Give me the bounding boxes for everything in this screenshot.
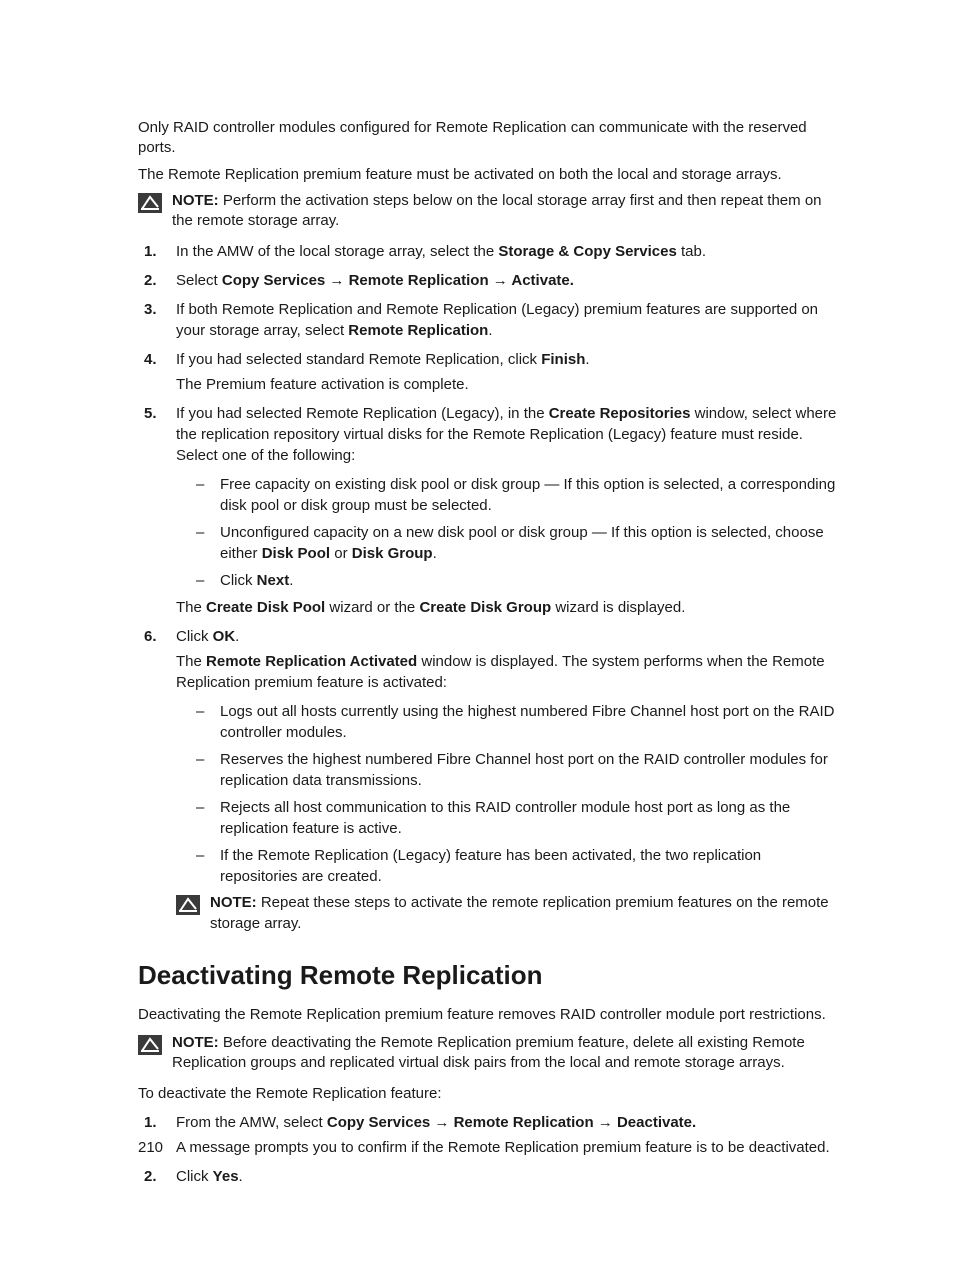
step-item: If you had selected Remote Replication (…	[138, 403, 842, 618]
note-body: Before deactivating the Remote Replicati…	[172, 1034, 805, 1071]
text: The	[176, 599, 206, 616]
page-number: 210	[138, 1139, 163, 1156]
bullet-item: Free capacity on existing disk pool or d…	[196, 474, 842, 516]
step-subtext: The Premium feature activation is comple…	[176, 374, 842, 395]
step-text: If both Remote Replication and Remote Re…	[176, 301, 818, 339]
intro-block: Only RAID controller modules configured …	[138, 118, 842, 185]
step-text: Select	[176, 272, 222, 289]
bold-term: Create Repositories	[549, 405, 691, 422]
sub-bullets: Logs out all hosts currently using the h…	[196, 701, 842, 887]
note-block: NOTE: Perform the activation steps below…	[138, 191, 842, 232]
note-body: Perform the activation steps below on th…	[172, 192, 822, 229]
bullet-item: Click Next.	[196, 570, 842, 591]
note-text: NOTE: Perform the activation steps below…	[172, 191, 842, 232]
bold-term: Finish	[541, 351, 585, 368]
bullet-item: Logs out all hosts currently using the h…	[196, 701, 842, 743]
bold-term: Copy Services → Remote Replication → Act…	[222, 272, 574, 289]
note-icon	[138, 1035, 162, 1059]
step-text: tab.	[677, 243, 706, 260]
step-item: If you had selected standard Remote Repl…	[138, 349, 842, 395]
text: wizard is displayed.	[551, 599, 685, 616]
step-subtext: The Remote Replication Activated window …	[176, 651, 842, 693]
step-subtext: The Create Disk Pool wizard or the Creat…	[176, 597, 842, 618]
step-text: If you had selected standard Remote Repl…	[176, 351, 541, 368]
bullet-text: Click	[220, 572, 257, 589]
section-paragraph: To deactivate the Remote Replication fea…	[138, 1084, 842, 1104]
section-paragraph: Deactivating the Remote Replication prem…	[138, 1005, 842, 1025]
step-text: .	[235, 628, 239, 645]
bold-term: Copy Services → Remote Replication → Dea…	[327, 1114, 696, 1131]
sub-bullets: Free capacity on existing disk pool or d…	[196, 474, 842, 591]
step-item: In the AMW of the local storage array, s…	[138, 241, 842, 262]
note-text: NOTE: Before deactivating the Remote Rep…	[172, 1033, 842, 1074]
note-icon	[176, 895, 200, 921]
text: The	[176, 653, 206, 670]
bold-term: Storage & Copy Services	[498, 243, 676, 260]
bold-term: Remote Replication Activated	[206, 653, 417, 670]
deactivation-steps: From the AMW, select Copy Services → Rem…	[138, 1112, 842, 1187]
bold-term: Create Disk Group	[419, 599, 551, 616]
note-label: NOTE:	[172, 1034, 219, 1051]
text: wizard or the	[325, 599, 419, 616]
step-text: .	[239, 1168, 243, 1185]
activation-steps: In the AMW of the local storage array, s…	[138, 241, 842, 934]
step-item: If both Remote Replication and Remote Re…	[138, 299, 842, 341]
bullet-item: If the Remote Replication (Legacy) featu…	[196, 845, 842, 887]
note-text: NOTE: Repeat these steps to activate the…	[210, 893, 842, 934]
document-page: Only RAID controller modules configured …	[0, 0, 954, 1268]
bullet-item: Reserves the highest numbered Fibre Chan…	[196, 749, 842, 791]
step-text: .	[585, 351, 589, 368]
step-text: If you had selected Remote Replication (…	[176, 405, 549, 422]
bullet-text: .	[289, 572, 293, 589]
step-text: .	[488, 322, 492, 339]
bold-term: Disk Group	[352, 545, 433, 562]
intro-paragraph: Only RAID controller modules configured …	[138, 118, 842, 159]
bold-term: Create Disk Pool	[206, 599, 325, 616]
section-heading: Deactivating Remote Replication	[138, 960, 842, 991]
note-icon	[138, 193, 162, 217]
bold-term: Yes	[213, 1168, 239, 1185]
step-item: Click Yes.	[138, 1166, 842, 1187]
bold-term: Remote Replication	[348, 322, 488, 339]
note-body: Repeat these steps to activate the remot…	[210, 894, 829, 931]
bullet-item: Rejects all host communication to this R…	[196, 797, 842, 839]
step-text: Click	[176, 1168, 213, 1185]
step-item: Select Copy Services → Remote Replicatio…	[138, 270, 842, 291]
bold-term: OK	[213, 628, 236, 645]
note-label: NOTE:	[172, 192, 219, 209]
bullet-text: .	[433, 545, 437, 562]
step-subtext: A message prompts you to confirm if the …	[176, 1137, 842, 1158]
intro-paragraph: The Remote Replication premium feature m…	[138, 165, 842, 185]
bold-term: Next	[257, 572, 290, 589]
note-label: NOTE:	[210, 894, 257, 911]
step-text: From the AMW, select	[176, 1114, 327, 1131]
step-text: Click	[176, 628, 213, 645]
note-block: NOTE: Repeat these steps to activate the…	[176, 893, 842, 934]
step-item: From the AMW, select Copy Services → Rem…	[138, 1112, 842, 1158]
bold-term: Disk Pool	[262, 545, 330, 562]
bullet-item: Unconfigured capacity on a new disk pool…	[196, 522, 842, 564]
step-text: In the AMW of the local storage array, s…	[176, 243, 498, 260]
step-item: Click OK. The Remote Replication Activat…	[138, 626, 842, 934]
bullet-text: or	[330, 545, 352, 562]
note-block: NOTE: Before deactivating the Remote Rep…	[138, 1033, 842, 1074]
